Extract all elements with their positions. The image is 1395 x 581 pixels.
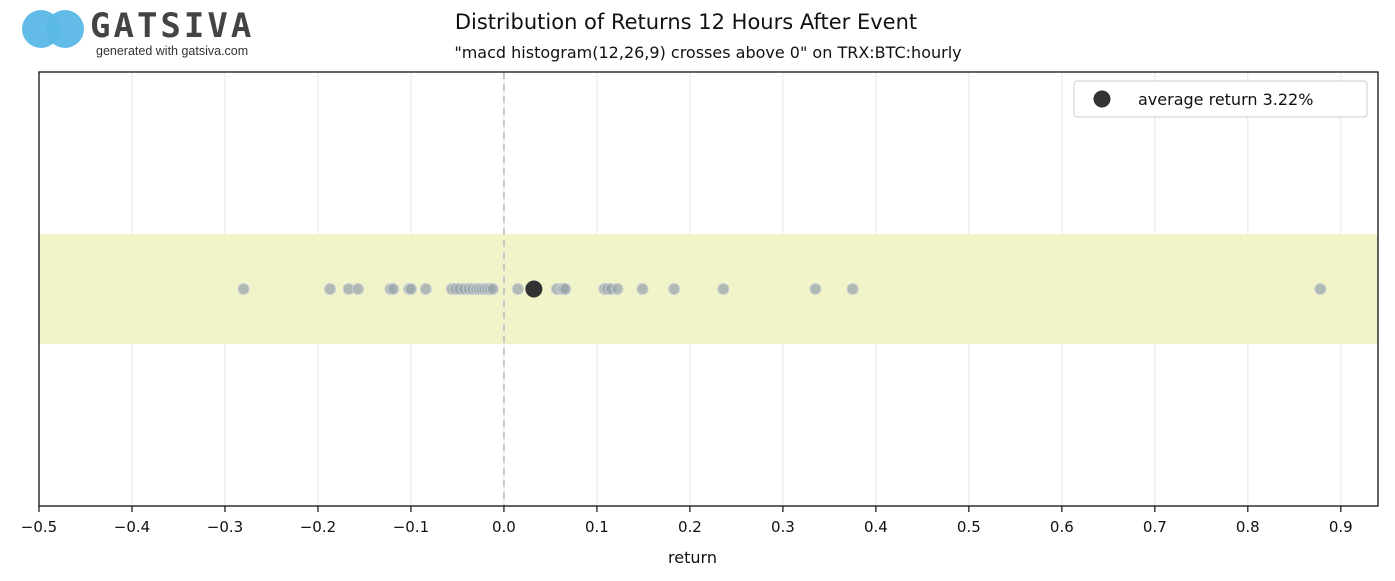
x-tick-label: 0.9 xyxy=(1329,518,1353,536)
return-point xyxy=(324,283,337,295)
logo-circle-right xyxy=(46,10,84,48)
return-point xyxy=(404,283,417,295)
return-point xyxy=(717,283,730,295)
return-point xyxy=(1314,283,1327,295)
legend-marker xyxy=(1093,90,1111,108)
x-tick-label: −0.1 xyxy=(393,518,429,536)
return-point xyxy=(846,283,859,295)
chart-subtitle: "macd histogram(12,26,9) crosses above 0… xyxy=(454,43,962,62)
x-tick-label: 0.8 xyxy=(1236,518,1260,536)
return-point xyxy=(486,283,499,295)
return-point xyxy=(636,283,649,295)
return-point xyxy=(668,283,681,295)
x-tick-label: 0.4 xyxy=(864,518,888,536)
return-point xyxy=(559,283,572,295)
return-point xyxy=(351,283,364,295)
legend-label: average return 3.22% xyxy=(1138,90,1313,109)
return-point xyxy=(809,283,822,295)
x-tick-label: 0.6 xyxy=(1050,518,1074,536)
legend-box xyxy=(1073,80,1368,118)
logo-tagline: generated with gatsiva.com xyxy=(96,44,249,58)
return-point xyxy=(419,283,432,295)
x-tick-label: 0.3 xyxy=(771,518,795,536)
x-tick-label: −0.3 xyxy=(207,518,243,536)
gatsiva-logo: GATSIVA generated with gatsiva.com xyxy=(20,6,280,62)
return-points xyxy=(237,283,1327,295)
x-tick-label: 0.2 xyxy=(678,518,702,536)
return-point xyxy=(611,283,624,295)
x-tick-label: −0.4 xyxy=(114,518,150,536)
distribution-band xyxy=(39,234,1378,344)
chart-title: Distribution of Returns 12 Hours After E… xyxy=(454,10,918,34)
return-point xyxy=(387,283,400,295)
x-tick-label: 0.7 xyxy=(1143,518,1167,536)
return-point xyxy=(237,283,250,295)
x-tick-label: 0.1 xyxy=(585,518,609,536)
x-tick-label: −0.5 xyxy=(21,518,57,536)
average-return-point xyxy=(525,280,543,298)
plot-frame xyxy=(38,71,1379,507)
legend: average return 3.22% xyxy=(1073,80,1368,118)
x-axis-label: return xyxy=(668,548,717,567)
logo-wordmark: GATSIVA xyxy=(90,6,255,46)
return-point xyxy=(511,283,524,295)
x-tick-label: 0.0 xyxy=(492,518,516,536)
x-tick-label: −0.2 xyxy=(300,518,336,536)
x-tick-label: 0.5 xyxy=(957,518,981,536)
x-axis-ticks: −0.5 −0.4 −0.3 −0.2 −0.1 0.0 0.1 0.2 0.3 0.4 0.5 0.… xyxy=(21,506,1353,536)
